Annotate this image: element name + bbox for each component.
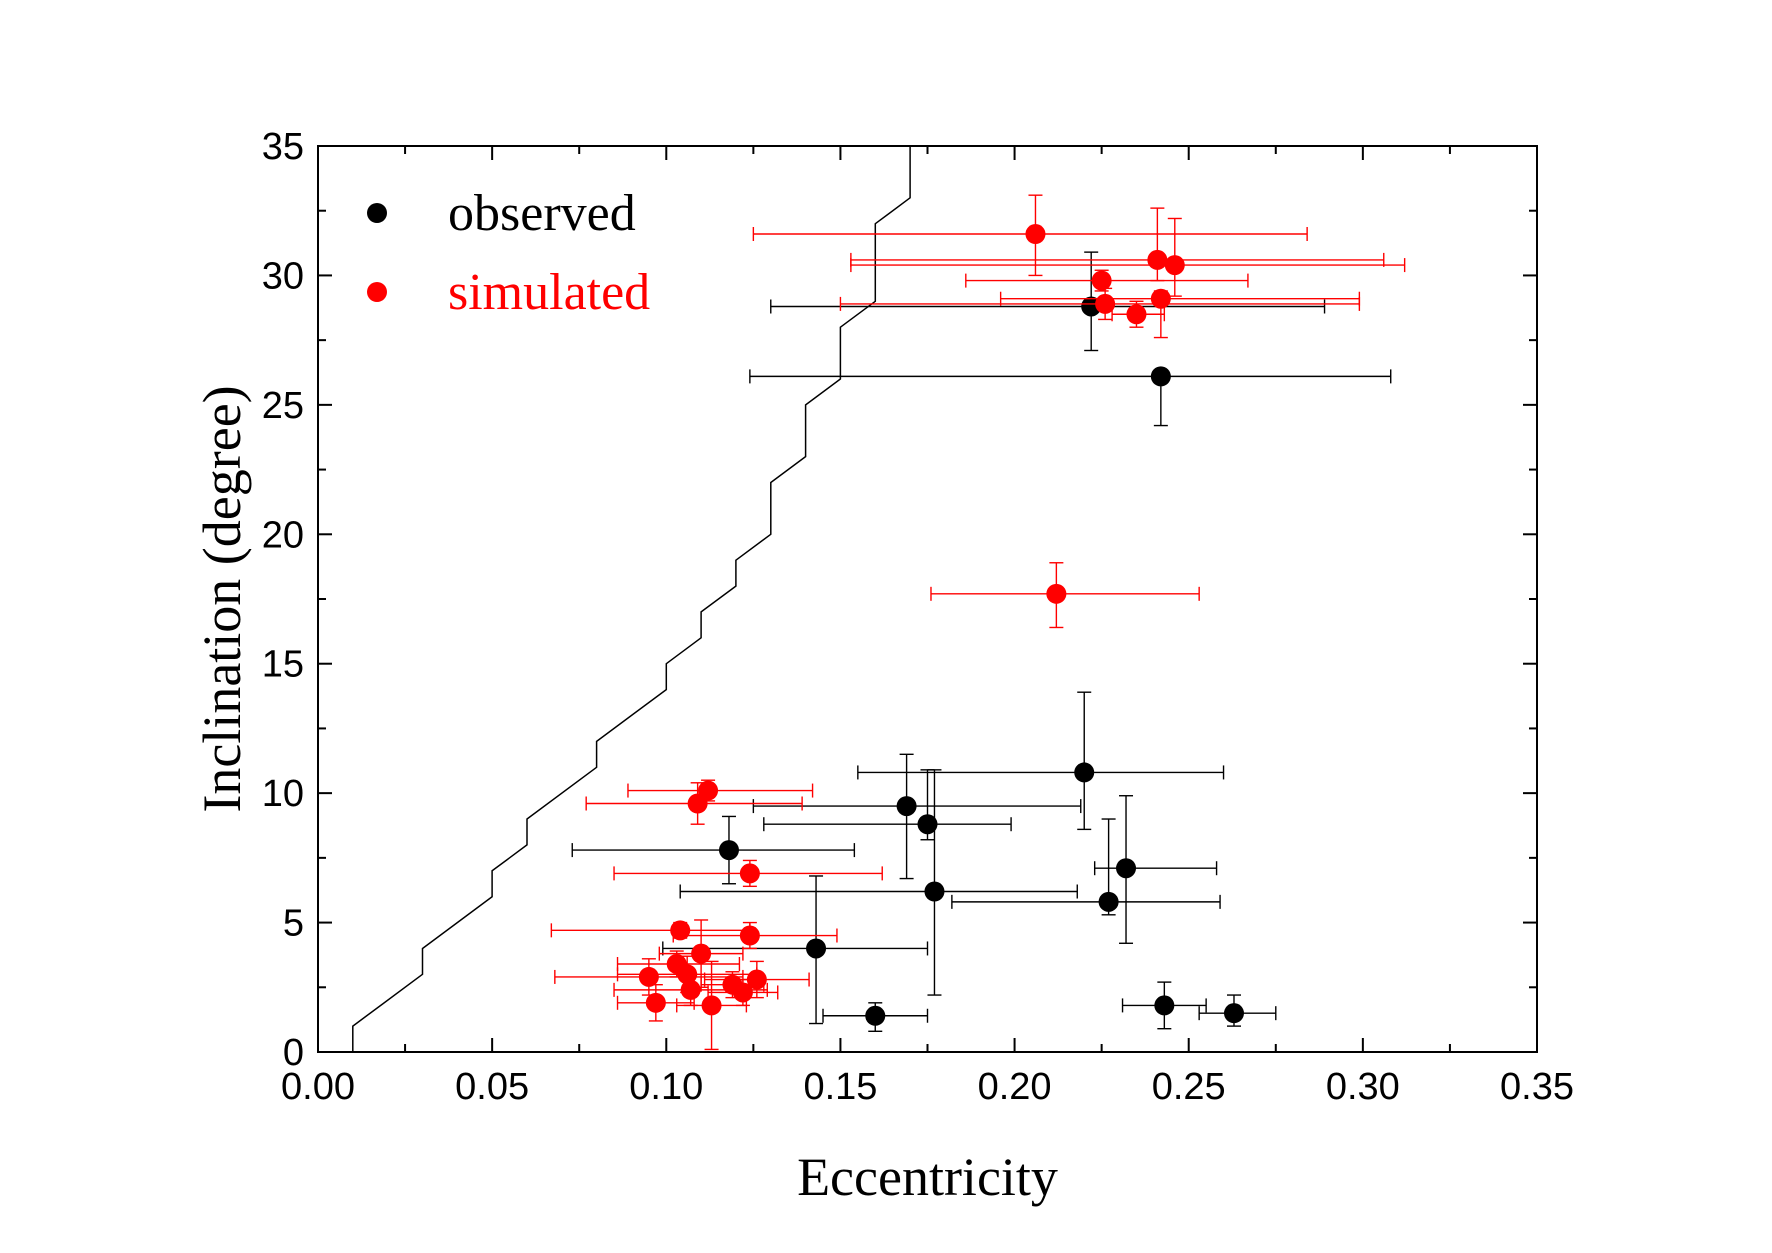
series-observed bbox=[571, 251, 1392, 1032]
observed-point bbox=[917, 814, 938, 835]
observed-point bbox=[1223, 1003, 1244, 1024]
observed-point bbox=[718, 840, 739, 861]
simulated-point bbox=[1095, 293, 1116, 314]
simulated-point bbox=[701, 995, 722, 1016]
observed-point bbox=[896, 796, 917, 817]
observed-errorbar bbox=[752, 753, 1082, 880]
y-tick-label: 35 bbox=[262, 126, 304, 168]
observed-point bbox=[806, 938, 827, 959]
boundary-line bbox=[352, 146, 911, 1052]
observed-errorbar bbox=[951, 818, 1221, 916]
simulated-point bbox=[1091, 270, 1112, 291]
observed-point bbox=[865, 1005, 886, 1026]
simulated-errorbar bbox=[627, 779, 814, 802]
simulated-point bbox=[680, 979, 701, 1000]
x-tick-label: 0.05 bbox=[455, 1066, 529, 1108]
legend-marker-observed bbox=[367, 203, 387, 223]
observed-point bbox=[1150, 366, 1171, 387]
axes-layer: 0.00 0.05 0.10 0.15 0.20 0.25 0.30 0.35 0 5 10 15 20… bbox=[262, 126, 1574, 1108]
simulated-point bbox=[677, 964, 698, 985]
simulated-point bbox=[739, 863, 760, 884]
observed-point bbox=[1098, 891, 1119, 912]
y-tick-label: 5 bbox=[283, 903, 304, 945]
legend: observed simulated bbox=[367, 185, 650, 321]
simulated-point bbox=[1164, 255, 1185, 276]
observed-errorbar bbox=[857, 691, 1225, 831]
simulated-point bbox=[732, 982, 753, 1003]
observed-errorbar bbox=[770, 251, 1326, 352]
x-tick-label: 0.15 bbox=[803, 1066, 877, 1108]
simulated-point bbox=[1150, 288, 1171, 309]
y-tick-label: 30 bbox=[262, 255, 304, 297]
series-simulated bbox=[550, 194, 1406, 1051]
x-tick-label: 0.00 bbox=[281, 1066, 355, 1108]
plot-layer bbox=[352, 146, 1406, 1052]
simulated-errorbar bbox=[999, 290, 1361, 339]
y-tick-label: 25 bbox=[262, 385, 304, 427]
y-tick-label: 20 bbox=[262, 514, 304, 556]
observed-point bbox=[1154, 995, 1175, 1016]
simulated-point bbox=[638, 966, 659, 987]
simulated-point bbox=[1046, 583, 1067, 604]
x-tick-label: 0.30 bbox=[1326, 1066, 1400, 1108]
legend-marker-simulated bbox=[367, 282, 387, 302]
simulated-errorbar bbox=[850, 207, 1385, 282]
simulated-point bbox=[698, 780, 719, 801]
simulated-point bbox=[1147, 249, 1168, 270]
simulated-point bbox=[670, 920, 691, 941]
simulated-errorbar bbox=[850, 217, 1406, 297]
y-tick-label: 10 bbox=[262, 773, 304, 815]
observed-point bbox=[1074, 762, 1095, 783]
y-tick-label: 0 bbox=[283, 1032, 304, 1074]
x-tick-label: 0.20 bbox=[978, 1066, 1052, 1108]
x-tick-label: 0.35 bbox=[1500, 1066, 1574, 1108]
y-axis-title: Inclination (degree) bbox=[192, 385, 252, 812]
simulated-point bbox=[691, 943, 712, 964]
observed-errorbar bbox=[763, 769, 1012, 841]
x-tick-label: 0.25 bbox=[1152, 1066, 1226, 1108]
legend-label-observed: observed bbox=[448, 185, 636, 242]
y-tick-label: 15 bbox=[262, 644, 304, 686]
simulated-point bbox=[746, 969, 767, 990]
simulated-point bbox=[1126, 304, 1147, 325]
legend-label-simulated: simulated bbox=[448, 264, 650, 321]
x-tick-label: 0.10 bbox=[629, 1066, 703, 1108]
simulated-point bbox=[645, 992, 666, 1013]
simulated-point bbox=[1025, 224, 1046, 245]
observed-point bbox=[924, 881, 945, 902]
observed-errorbar bbox=[749, 369, 1392, 427]
simulated-point bbox=[739, 925, 760, 946]
observed-errorbar bbox=[1093, 795, 1218, 944]
x-axis-title: Eccentricity bbox=[797, 1147, 1058, 1207]
observed-point bbox=[1116, 858, 1137, 879]
